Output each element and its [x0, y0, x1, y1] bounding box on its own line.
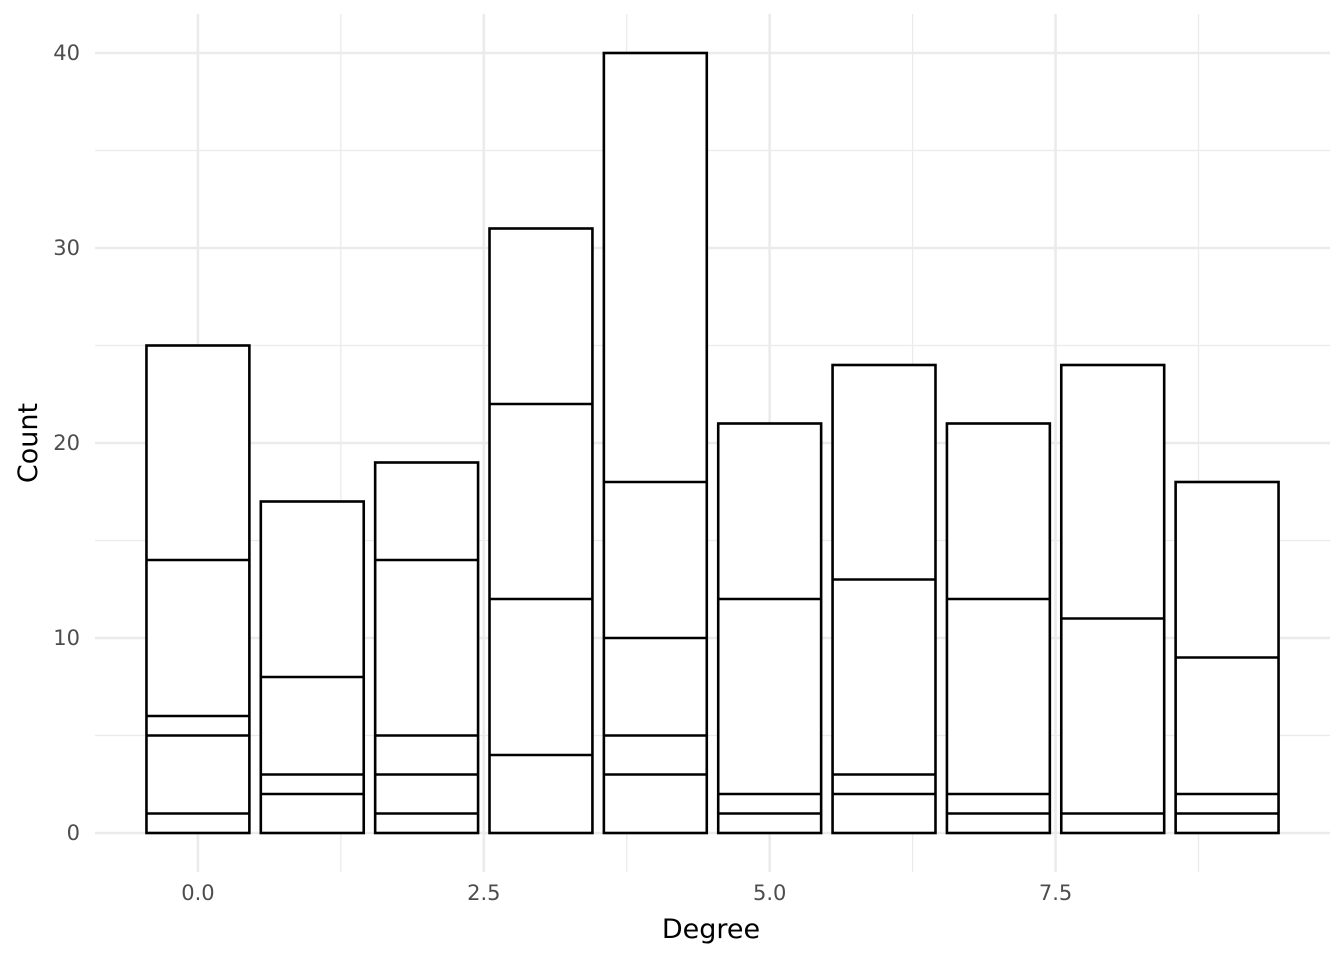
- x-tick-label: 0.0: [181, 881, 214, 905]
- y-tick-label: 0: [67, 821, 80, 845]
- bar: [831, 363, 937, 835]
- x-tick-label: 5.0: [753, 881, 786, 905]
- bar: [259, 500, 366, 835]
- bar: [1059, 363, 1166, 835]
- bars: [145, 51, 1280, 835]
- bar: [602, 51, 709, 835]
- bar: [716, 422, 823, 835]
- y-tick-label: 10: [53, 626, 80, 650]
- bar: [373, 461, 480, 835]
- y-axis-tick-labels: 0 10 20 30 40: [53, 41, 80, 845]
- y-axis-title: Count: [13, 403, 44, 483]
- x-tick-label: 2.5: [467, 881, 500, 905]
- x-tick-label: 7.5: [1039, 881, 1072, 905]
- y-tick-label: 40: [53, 41, 80, 65]
- y-tick-label: 20: [53, 431, 80, 455]
- bar: [488, 227, 594, 835]
- x-axis-title: Degree: [662, 914, 760, 945]
- x-axis-tick-labels: 0.0 2.5 5.0 7.5: [181, 881, 1072, 905]
- bar: [145, 344, 251, 835]
- bar: [945, 422, 1052, 835]
- y-tick-label: 30: [53, 236, 80, 260]
